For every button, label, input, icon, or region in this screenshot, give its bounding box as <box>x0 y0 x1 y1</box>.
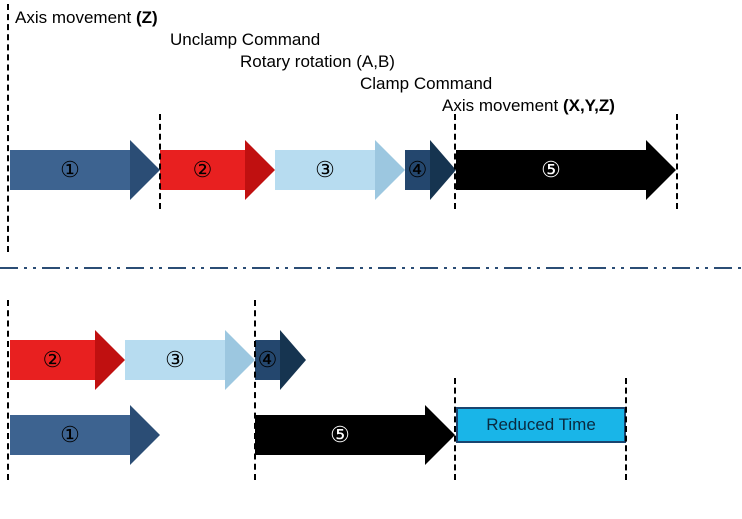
arrow-step: ① <box>10 140 160 200</box>
arrow-step: ③ <box>125 330 255 390</box>
guide-line <box>7 4 9 252</box>
arrow-step: ② <box>10 330 125 390</box>
text-label: Unclamp Command <box>170 30 320 50</box>
arrow-step: ③ <box>275 140 405 200</box>
step-number: ③ <box>165 347 185 373</box>
reduced-time-box: Reduced Time <box>456 407 626 443</box>
guide-line <box>676 114 678 209</box>
step-number: ⑤ <box>541 157 561 183</box>
step-number: ① <box>60 157 80 183</box>
guide-line <box>7 300 9 480</box>
arrow-step: ① <box>10 405 160 465</box>
step-number: ⑤ <box>330 422 350 448</box>
arrow-step: ② <box>160 140 275 200</box>
guide-line <box>454 114 456 209</box>
step-number: ④ <box>408 157 428 183</box>
text-label: Rotary rotation (A,B) <box>240 52 395 72</box>
text-label: Axis movement (Z) <box>15 8 158 28</box>
arrow-step: ⑤ <box>456 140 676 200</box>
guide-line <box>454 378 456 480</box>
step-number: ③ <box>315 157 335 183</box>
arrow-step: ④ <box>255 330 306 390</box>
arrow-step: ⑤ <box>255 405 455 465</box>
step-number: ② <box>43 347 63 373</box>
step-number: ④ <box>258 347 278 373</box>
guide-line <box>159 114 161 209</box>
text-label: Axis movement (X,Y,Z) <box>442 96 615 116</box>
step-number: ① <box>60 422 80 448</box>
guide-line <box>254 300 256 480</box>
arrow-step: ④ <box>405 140 456 200</box>
section-divider <box>0 265 742 271</box>
guide-line <box>625 378 627 480</box>
step-number: ② <box>193 157 213 183</box>
text-label: Clamp Command <box>360 74 492 94</box>
